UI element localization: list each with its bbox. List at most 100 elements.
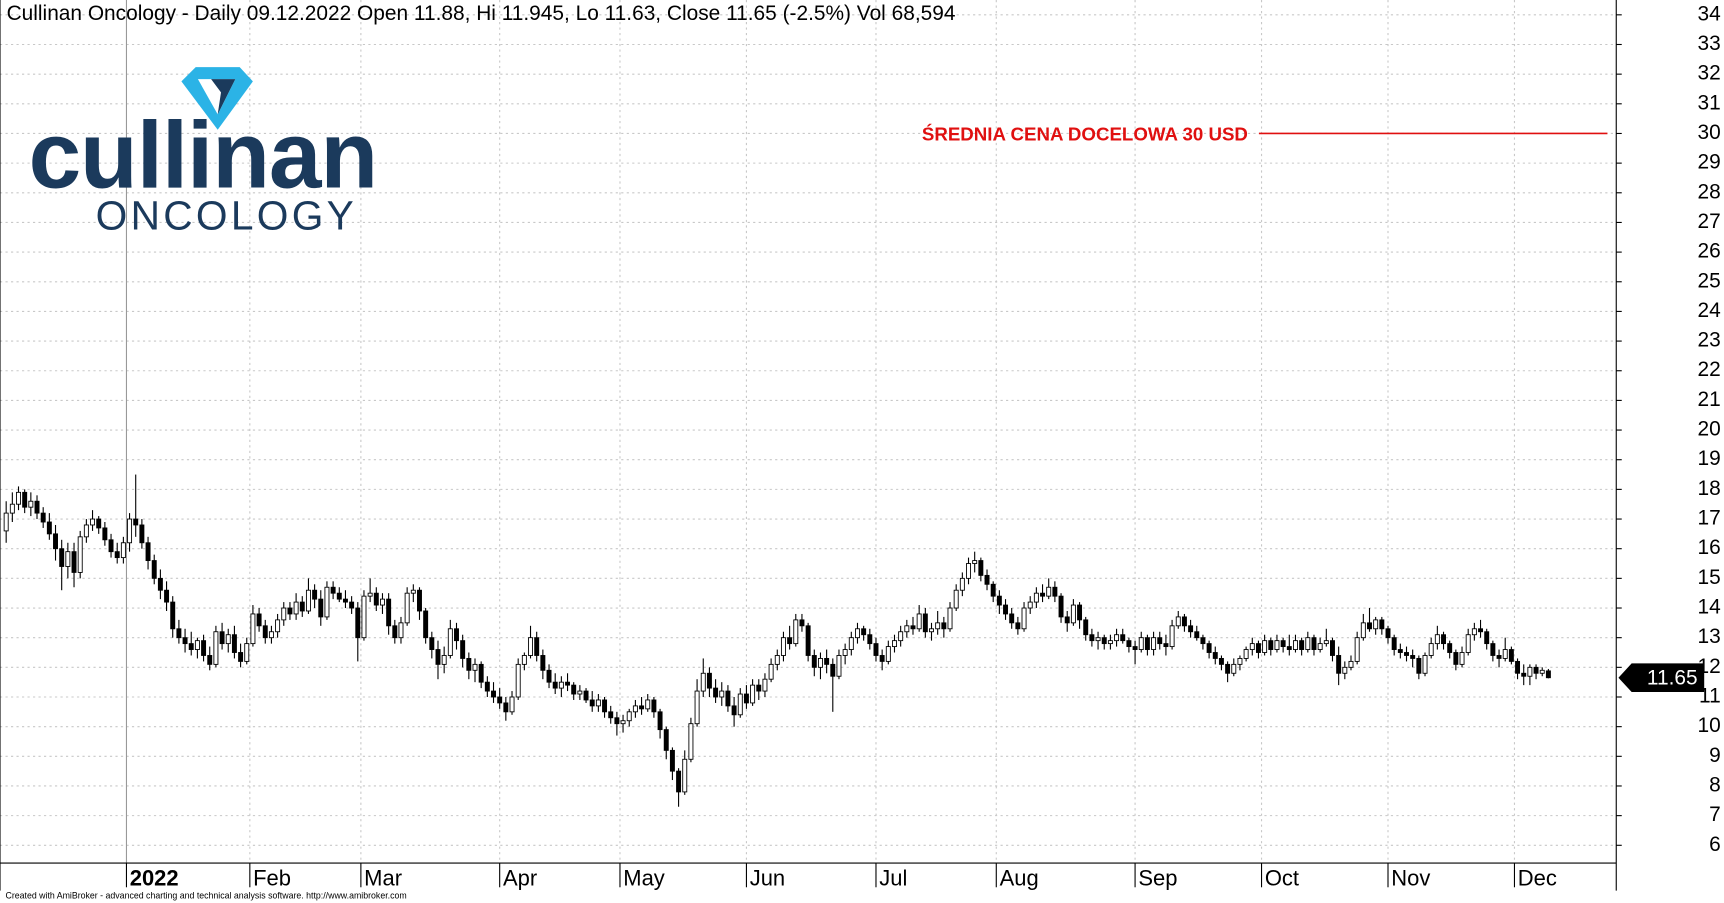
candle-body: [682, 758, 688, 793]
candle-body: [114, 551, 120, 559]
candle-body: [663, 729, 669, 751]
candle-body: [1237, 657, 1243, 665]
candle-body: [1545, 670, 1551, 679]
candle-body: [657, 711, 663, 731]
candle-body: [497, 696, 503, 704]
candle-body: [1515, 660, 1521, 674]
candle-body: [262, 625, 268, 639]
candle-body: [546, 669, 552, 683]
candle-body: [1348, 660, 1354, 668]
candle-body: [324, 586, 330, 618]
candle-body: [151, 560, 157, 579]
candle-body: [1058, 595, 1064, 618]
y-tick-label: 21: [1697, 388, 1720, 411]
candle-body: [1077, 604, 1083, 621]
candle-body: [429, 637, 435, 650]
candle-body: [1416, 657, 1422, 674]
y-tick-label: 10: [1697, 714, 1720, 737]
candle-body: [65, 551, 71, 567]
y-tick-label: 23: [1697, 329, 1720, 352]
candle-body: [1336, 655, 1342, 674]
candle-body: [361, 595, 367, 639]
candle-body: [1274, 640, 1280, 650]
candle-body: [787, 637, 793, 645]
candle-body: [1188, 625, 1194, 633]
candle-body: [392, 625, 398, 639]
candle-body: [817, 657, 823, 668]
candle-body: [805, 625, 811, 656]
footer: Created with AmiBroker - advanced charti…: [5, 890, 406, 900]
candle-body: [1181, 616, 1187, 627]
candle-body: [1533, 666, 1539, 674]
candle-body: [694, 690, 700, 725]
candle-body: [608, 711, 614, 719]
candle-body: [515, 663, 521, 698]
y-tick-label: 13: [1697, 625, 1720, 648]
y-tick-label: 22: [1697, 358, 1720, 381]
candle-body: [713, 687, 719, 698]
y-tick-label: 14: [1697, 596, 1720, 619]
candle-body: [28, 500, 34, 508]
candle-body: [700, 672, 706, 692]
candle-body: [275, 619, 281, 633]
candle-body: [305, 589, 311, 612]
candle-body: [1268, 640, 1274, 650]
candle-body: [873, 643, 879, 656]
candle-body: [1194, 631, 1200, 639]
candle-body: [571, 684, 577, 695]
candle-body: [213, 631, 219, 665]
candle-body: [521, 655, 527, 665]
candle-body: [1101, 637, 1107, 645]
last-price-tag: [1618, 663, 1705, 693]
candle-body: [250, 613, 256, 645]
candle-body: [120, 542, 126, 559]
candle-body: [540, 655, 546, 671]
candle-body: [780, 637, 786, 656]
candle-body: [1434, 634, 1440, 645]
x-tick-label: Dec: [1518, 865, 1557, 890]
candle-body: [1169, 625, 1175, 648]
candle-body: [922, 613, 928, 633]
candle-body: [1521, 672, 1527, 677]
candle-body: [1496, 655, 1502, 659]
logo-diamond-facet: [211, 79, 236, 115]
candle-body: [83, 524, 89, 538]
y-tick-label: 20: [1697, 418, 1720, 441]
candle-body: [1471, 628, 1477, 636]
candle-body: [157, 577, 163, 591]
candle-body: [1033, 592, 1039, 603]
candle-body: [1138, 637, 1144, 650]
candle-body: [34, 500, 40, 514]
candle-body: [910, 625, 916, 630]
candle-body: [1305, 637, 1311, 650]
candle-body: [1465, 634, 1471, 653]
candle-body: [281, 607, 287, 621]
candle-body: [651, 699, 657, 713]
candle-body: [1373, 619, 1379, 630]
y-tick-label: 17: [1697, 507, 1720, 530]
candle-body: [972, 560, 978, 564]
candle-body: [1120, 634, 1126, 642]
candle-body: [1262, 640, 1268, 653]
candle-body: [947, 607, 953, 630]
y-tick-label: 34: [1697, 2, 1720, 25]
candle-body: [182, 637, 188, 645]
candle-body: [669, 749, 675, 772]
candle-body: [1367, 622, 1372, 630]
x-tick-label: Mar: [364, 865, 402, 890]
logo-tagline: ONCOLOGY: [96, 193, 357, 239]
candle-body: [238, 652, 244, 662]
candle-body: [1385, 628, 1391, 639]
candle-body: [287, 607, 293, 615]
candle-body: [583, 690, 589, 701]
candle-body: [256, 613, 262, 627]
candle-body: [1379, 619, 1385, 630]
candle-body: [1447, 643, 1453, 653]
candle-body: [472, 663, 478, 671]
candle-body: [528, 637, 534, 656]
candle-body: [59, 548, 65, 567]
candle-body: [1459, 652, 1465, 665]
candle-body: [509, 696, 515, 713]
candle-body: [1502, 649, 1508, 659]
chart-title: Cullinan Oncology - Daily 09.12.2022 Ope…: [7, 2, 956, 25]
